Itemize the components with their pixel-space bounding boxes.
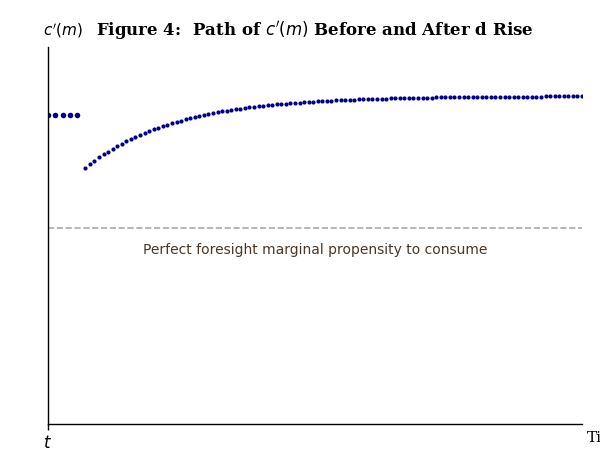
- Title: Figure 4:  Path of $c'(m)$ Before and After d Rise: Figure 4: Path of $c'(m)$ Before and Aft…: [96, 19, 534, 42]
- Text: Perfect foresight marginal propensity to consume: Perfect foresight marginal propensity to…: [143, 243, 487, 257]
- Text: Time: Time: [587, 431, 600, 446]
- Text: $c'(m)$: $c'(m)$: [43, 21, 83, 40]
